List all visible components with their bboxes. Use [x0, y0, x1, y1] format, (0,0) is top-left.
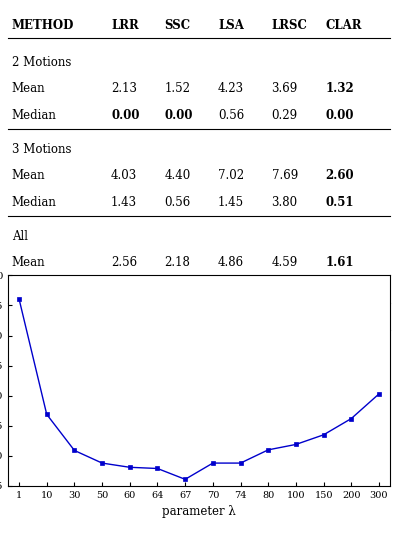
- Text: 6.44: 6.44: [111, 309, 137, 323]
- Text: 0.00: 0.00: [165, 109, 193, 122]
- Text: LRR: LRR: [111, 19, 139, 32]
- Text: 2.56: 2.56: [111, 256, 137, 269]
- Text: 0.00: 0.00: [111, 109, 140, 122]
- Text: 1.32: 1.32: [325, 82, 354, 96]
- Text: 7.69: 7.69: [271, 169, 298, 182]
- Text: 3.80: 3.80: [325, 309, 351, 323]
- Text: 0.00: 0.00: [111, 283, 140, 296]
- Text: Median: Median: [12, 109, 57, 122]
- Text: 1.45: 1.45: [218, 196, 244, 209]
- X-axis label: parameter λ: parameter λ: [162, 505, 236, 519]
- Text: METHOD: METHOD: [12, 19, 74, 32]
- Text: 0.00: 0.00: [325, 109, 353, 122]
- Text: Mean: Mean: [12, 82, 45, 96]
- Text: SSC: SSC: [165, 19, 191, 32]
- Text: 4.03: 4.03: [111, 169, 137, 182]
- Text: 4.23: 4.23: [218, 82, 244, 96]
- Text: 4.86: 4.86: [218, 256, 244, 269]
- Text: 0.70: 0.70: [271, 309, 298, 323]
- Text: 0.00: 0.00: [165, 283, 193, 296]
- Text: 0.60: 0.60: [271, 283, 298, 296]
- Text: 1.61: 1.61: [325, 256, 353, 269]
- Text: 4.40: 4.40: [165, 169, 191, 182]
- Text: 1.43: 1.43: [111, 196, 137, 209]
- Text: Median: Median: [12, 283, 57, 296]
- Text: CLAR: CLAR: [325, 19, 362, 32]
- Text: 0.56: 0.56: [165, 196, 191, 209]
- Text: 3 Motions: 3 Motions: [12, 143, 71, 156]
- Text: 7.02: 7.02: [218, 169, 244, 182]
- Text: All: All: [12, 230, 28, 242]
- Text: 17.17: 17.17: [218, 309, 252, 323]
- Text: 3.80: 3.80: [271, 196, 298, 209]
- Text: 3.69: 3.69: [271, 82, 298, 96]
- Text: 1.52: 1.52: [165, 82, 191, 96]
- Text: 0.89: 0.89: [218, 283, 244, 296]
- Text: 5.09: 5.09: [165, 309, 191, 323]
- Text: Mean: Mean: [12, 256, 45, 269]
- Text: LSA: LSA: [218, 19, 244, 32]
- Text: 0.56: 0.56: [218, 109, 244, 122]
- Text: 4.59: 4.59: [271, 256, 298, 269]
- Text: LRSC: LRSC: [271, 19, 308, 32]
- Text: Mean: Mean: [12, 169, 45, 182]
- Text: Median: Median: [12, 196, 57, 209]
- Text: Average Time: Average Time: [12, 309, 94, 323]
- Text: 2.18: 2.18: [165, 256, 191, 269]
- Text: 0.00: 0.00: [325, 283, 353, 296]
- Text: 2.13: 2.13: [111, 82, 137, 96]
- Text: 2 Motions: 2 Motions: [12, 56, 71, 69]
- Text: 0.29: 0.29: [271, 109, 298, 122]
- Text: 2.60: 2.60: [325, 169, 354, 182]
- Text: 0.51: 0.51: [325, 196, 353, 209]
